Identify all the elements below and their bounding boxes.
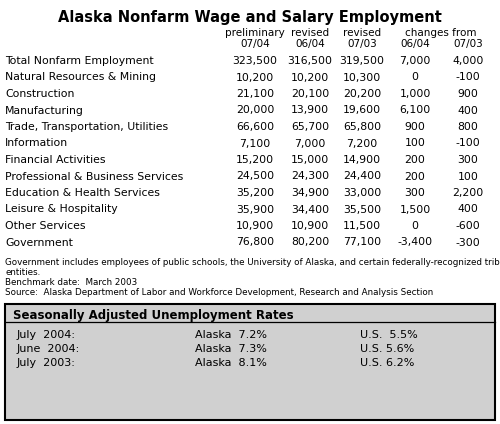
Text: Other Services: Other Services xyxy=(5,221,86,231)
Text: 800: 800 xyxy=(458,122,478,132)
Text: 7,200: 7,200 xyxy=(346,139,378,148)
Text: Trade, Transportation, Utilities: Trade, Transportation, Utilities xyxy=(5,122,168,132)
Text: Education & Health Services: Education & Health Services xyxy=(5,188,160,198)
Text: 76,800: 76,800 xyxy=(236,237,274,248)
Text: 24,500: 24,500 xyxy=(236,171,274,181)
Text: U.S. 6.2%: U.S. 6.2% xyxy=(360,358,414,368)
Text: Alaska  7.3%: Alaska 7.3% xyxy=(195,344,267,354)
Text: Source:  Alaska Department of Labor and Workforce Development, Research and Anal: Source: Alaska Department of Labor and W… xyxy=(5,288,433,297)
Text: 65,800: 65,800 xyxy=(343,122,381,132)
Text: revised: revised xyxy=(343,28,381,38)
Bar xyxy=(5,304,495,420)
Text: 35,900: 35,900 xyxy=(236,204,274,215)
Text: 10,900: 10,900 xyxy=(236,221,274,231)
Text: 33,000: 33,000 xyxy=(343,188,381,198)
Text: 0: 0 xyxy=(412,73,418,83)
Text: June  2004:: June 2004: xyxy=(17,344,80,354)
Text: 34,900: 34,900 xyxy=(291,188,329,198)
Text: 35,200: 35,200 xyxy=(236,188,274,198)
Text: 1,000: 1,000 xyxy=(400,89,430,99)
Text: 0: 0 xyxy=(412,221,418,231)
Text: 300: 300 xyxy=(404,188,425,198)
Text: Alaska Nonfarm Wage and Salary Employment: Alaska Nonfarm Wage and Salary Employmen… xyxy=(58,10,442,25)
Text: changes from: changes from xyxy=(405,28,477,38)
Text: 2,200: 2,200 xyxy=(452,188,484,198)
Text: 10,900: 10,900 xyxy=(291,221,329,231)
Text: U.S.  5.5%: U.S. 5.5% xyxy=(360,330,418,340)
Text: Seasonally Adjusted Unemployment Rates: Seasonally Adjusted Unemployment Rates xyxy=(13,309,294,322)
Text: 319,500: 319,500 xyxy=(340,56,384,66)
Text: entities.: entities. xyxy=(5,268,40,277)
Text: Manufacturing: Manufacturing xyxy=(5,106,84,115)
Text: 35,500: 35,500 xyxy=(343,204,381,215)
Text: -600: -600 xyxy=(456,221,480,231)
Text: 80,200: 80,200 xyxy=(291,237,329,248)
Text: revised: revised xyxy=(291,28,329,38)
Text: Information: Information xyxy=(5,139,68,148)
Text: Total Nonfarm Employment: Total Nonfarm Employment xyxy=(5,56,154,66)
Text: 7,000: 7,000 xyxy=(400,56,430,66)
Text: 07/03: 07/03 xyxy=(347,39,377,49)
Text: 34,400: 34,400 xyxy=(291,204,329,215)
Text: 900: 900 xyxy=(404,122,425,132)
Text: 21,100: 21,100 xyxy=(236,89,274,99)
Text: -100: -100 xyxy=(456,139,480,148)
Text: 10,200: 10,200 xyxy=(236,73,274,83)
Text: 200: 200 xyxy=(404,171,425,181)
Text: 7,000: 7,000 xyxy=(294,139,326,148)
Text: 316,500: 316,500 xyxy=(288,56,333,66)
Text: 24,300: 24,300 xyxy=(291,171,329,181)
Text: 7,100: 7,100 xyxy=(240,139,270,148)
Text: 20,000: 20,000 xyxy=(236,106,274,115)
Text: 323,500: 323,500 xyxy=(232,56,278,66)
Text: 14,900: 14,900 xyxy=(343,155,381,165)
Text: 06/04: 06/04 xyxy=(400,39,430,49)
Text: preliminary: preliminary xyxy=(225,28,285,38)
Text: -100: -100 xyxy=(456,73,480,83)
Text: 07/03: 07/03 xyxy=(453,39,483,49)
Text: 4,000: 4,000 xyxy=(452,56,484,66)
Text: 100: 100 xyxy=(458,171,478,181)
Text: 400: 400 xyxy=(458,204,478,215)
Text: 300: 300 xyxy=(458,155,478,165)
Text: 10,300: 10,300 xyxy=(343,73,381,83)
Text: July  2004:: July 2004: xyxy=(17,330,76,340)
Text: 77,100: 77,100 xyxy=(343,237,381,248)
Text: 10,200: 10,200 xyxy=(291,73,329,83)
Text: 6,100: 6,100 xyxy=(400,106,430,115)
Text: 100: 100 xyxy=(404,139,425,148)
Text: 11,500: 11,500 xyxy=(343,221,381,231)
Text: 900: 900 xyxy=(458,89,478,99)
Text: Government: Government xyxy=(5,237,73,248)
Text: Financial Activities: Financial Activities xyxy=(5,155,105,165)
Text: 15,000: 15,000 xyxy=(291,155,329,165)
Text: 66,600: 66,600 xyxy=(236,122,274,132)
Text: Construction: Construction xyxy=(5,89,74,99)
Text: -300: -300 xyxy=(456,237,480,248)
Text: Government includes employees of public schools, the University of Alaska, and c: Government includes employees of public … xyxy=(5,258,500,267)
Text: Alaska  7.2%: Alaska 7.2% xyxy=(195,330,267,340)
Text: 1,500: 1,500 xyxy=(400,204,430,215)
Text: Leisure & Hospitality: Leisure & Hospitality xyxy=(5,204,117,215)
Text: 15,200: 15,200 xyxy=(236,155,274,165)
Text: 200: 200 xyxy=(404,155,425,165)
Text: 24,400: 24,400 xyxy=(343,171,381,181)
Text: U.S. 5.6%: U.S. 5.6% xyxy=(360,344,414,354)
Text: Professional & Business Services: Professional & Business Services xyxy=(5,171,183,181)
Text: 65,700: 65,700 xyxy=(291,122,329,132)
Text: 19,600: 19,600 xyxy=(343,106,381,115)
Text: July  2003:: July 2003: xyxy=(17,358,76,368)
Text: Alaska  8.1%: Alaska 8.1% xyxy=(195,358,267,368)
Text: Benchmark date:  March 2003: Benchmark date: March 2003 xyxy=(5,278,137,287)
Text: -3,400: -3,400 xyxy=(398,237,432,248)
Text: 20,200: 20,200 xyxy=(343,89,381,99)
Text: Natural Resources & Mining: Natural Resources & Mining xyxy=(5,73,156,83)
Text: 400: 400 xyxy=(458,106,478,115)
Text: 07/04: 07/04 xyxy=(240,39,270,49)
Text: 20,100: 20,100 xyxy=(291,89,329,99)
Text: 06/04: 06/04 xyxy=(295,39,325,49)
Text: 13,900: 13,900 xyxy=(291,106,329,115)
